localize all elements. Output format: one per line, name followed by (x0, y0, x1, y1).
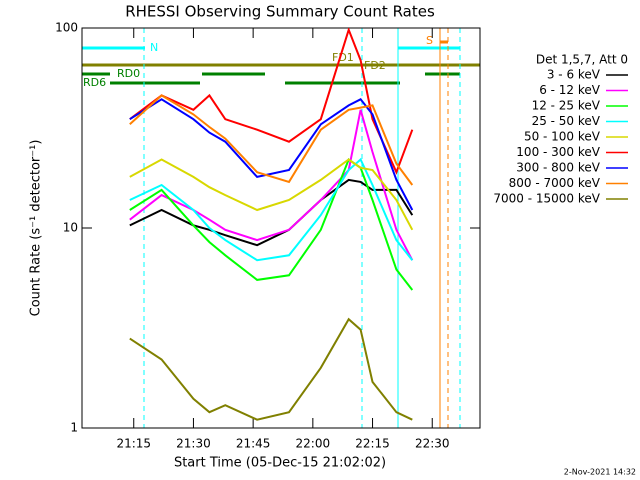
series-line (129, 94, 414, 186)
y-tick-label: 10 (63, 221, 78, 235)
x-tick-label: 21:30 (176, 437, 211, 451)
legend-label: 300 - 800 keV (516, 161, 600, 175)
legend-label: 100 - 300 keV (516, 145, 600, 159)
x-tick-label: 22:00 (296, 437, 331, 451)
series-line (129, 98, 414, 211)
event-lines (143, 28, 461, 428)
y-tick-label: 1 (70, 421, 78, 435)
x-tick-label: 21:15 (116, 437, 151, 451)
series-line (129, 157, 414, 262)
legend-label: 25 - 50 keV (532, 114, 601, 128)
legend-label: 3 - 6 keV (547, 68, 601, 82)
annotation: N (150, 41, 158, 54)
series-line (129, 157, 414, 291)
series-line (129, 158, 414, 231)
legend-label: 6 - 12 keV (539, 83, 601, 97)
x-axis-label: Start Time (05-Dec-15 21:02:02) (174, 456, 386, 471)
x-tick-label: 22:15 (355, 437, 390, 451)
legend-title: Det 1,5,7, Att 0 (536, 53, 628, 67)
series-line (129, 28, 414, 175)
series-line (129, 317, 413, 421)
y-tick-label: 100 (55, 21, 78, 35)
legend-label: 12 - 25 keV (532, 99, 601, 113)
legend-label: 7000 - 15000 keV (493, 192, 600, 206)
annotation: FD2 (364, 59, 386, 72)
overlay-lines (82, 40, 480, 85)
x-tick-label: 21:45 (236, 437, 271, 451)
data-lines (129, 28, 414, 421)
annotation: FD1 (332, 51, 354, 64)
footer: 2-Nov-2021 14:32 (564, 468, 636, 477)
annotation: RD6 (83, 76, 106, 89)
legend-label: 50 - 100 keV (524, 130, 601, 144)
plot-frame (81, 27, 481, 429)
x-tick-label: 22:30 (415, 437, 450, 451)
y-axis-label: Count Rate (s⁻¹ detector⁻¹) (29, 140, 44, 317)
annotation: S (426, 34, 433, 47)
chart-title: RHESSI Observing Summary Count Rates (125, 3, 435, 21)
annotation: RD0 (117, 67, 140, 80)
legend-label: 800 - 7000 keV (509, 176, 601, 190)
